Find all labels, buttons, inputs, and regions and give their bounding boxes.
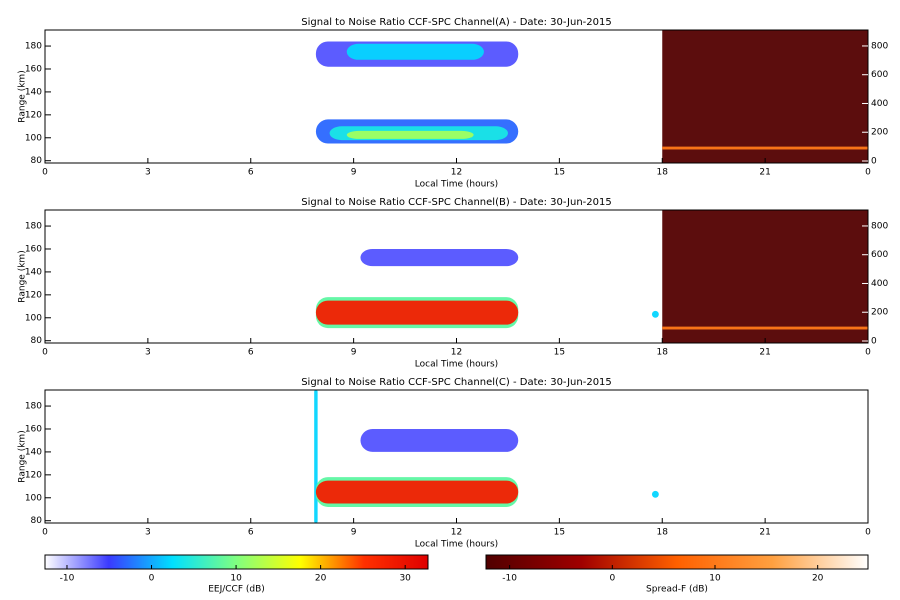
colorbar-tick-label: 20 <box>812 574 824 584</box>
y-tick-label: 120 <box>25 470 42 480</box>
colorbar-label: Spread-F (dB) <box>646 585 708 595</box>
colorbar-tick-label: 10 <box>709 574 721 584</box>
colorbar-label: EEJ/CCF (dB) <box>208 585 265 595</box>
x-tick-label: 15 <box>554 528 565 538</box>
y2-tick-label: 600 <box>871 250 888 260</box>
y-tick-label: 180 <box>25 42 42 52</box>
panel-title: Signal to Noise Ratio CCF-SPC Channel(A)… <box>301 17 611 28</box>
y-tick-label: 80 <box>31 336 43 346</box>
x-tick-label: 18 <box>657 168 669 178</box>
plot-area <box>314 390 659 523</box>
x-tick-label: 0 <box>42 348 48 358</box>
panel-title: Signal to Noise Ratio CCF-SPC Channel(B)… <box>301 197 611 208</box>
colorbar-tick-label: -10 <box>60 574 75 584</box>
y-tick-label: 100 <box>25 133 42 143</box>
y-tick-label: 160 <box>25 64 42 74</box>
x-tick-label: 15 <box>554 348 565 358</box>
y-tick-label: 140 <box>25 87 42 97</box>
x-tick-label: 21 <box>759 528 770 538</box>
heat-cell <box>360 428 519 452</box>
x-tick-label: 0 <box>865 168 871 178</box>
heat-cell <box>662 30 868 163</box>
x-tick-label: 18 <box>657 528 669 538</box>
y-tick-label: 80 <box>31 516 43 526</box>
heat-cell <box>315 300 519 325</box>
y-tick-label: 160 <box>25 424 42 434</box>
x-tick-label: 3 <box>145 528 151 538</box>
x-axis-label: Local Time (hours) <box>415 540 498 550</box>
x-tick-label: 3 <box>145 168 151 178</box>
x-axis-label: Local Time (hours) <box>415 180 498 190</box>
y-tick-label: 100 <box>25 493 42 503</box>
x-tick-label: 6 <box>248 528 254 538</box>
x-tick-label: 12 <box>451 348 462 358</box>
colorbar-tick-label: 30 <box>399 574 411 584</box>
heat-cell <box>346 130 474 139</box>
y-tick-label: 160 <box>25 244 42 254</box>
y2-tick-label: 600 <box>871 70 888 80</box>
x-tick-label: 9 <box>351 168 357 178</box>
heat-cell <box>651 490 659 498</box>
x-tick-label: 9 <box>351 348 357 358</box>
y-tick-label: 120 <box>25 290 42 300</box>
x-tick-label: 21 <box>759 168 770 178</box>
x-tick-label: 9 <box>351 528 357 538</box>
heat-cell <box>314 390 318 523</box>
colorbar-tick-label: 10 <box>230 574 242 584</box>
x-tick-label: 3 <box>145 348 151 358</box>
y2-tick-label: 200 <box>871 128 888 138</box>
heat-cell <box>662 326 868 330</box>
y2-tick-label: 0 <box>871 156 877 166</box>
heat-cell <box>360 248 519 267</box>
colorbar <box>485 554 869 570</box>
y-tick-label: 140 <box>25 267 42 277</box>
colorbar-tick-label: 0 <box>149 574 155 584</box>
x-tick-label: 18 <box>657 348 669 358</box>
y2-tick-label: 200 <box>871 308 888 318</box>
plot-area <box>315 210 868 343</box>
y-tick-label: 180 <box>25 402 42 412</box>
x-tick-label: 12 <box>451 168 462 178</box>
heat-cell <box>346 43 484 60</box>
colorbar-tick-label: -10 <box>502 574 517 584</box>
y2-tick-label: 800 <box>871 41 888 51</box>
y-tick-label: 120 <box>25 110 42 120</box>
colorbar-tick-label: 20 <box>315 574 327 584</box>
heat-cell <box>662 210 868 343</box>
x-tick-label: 0 <box>865 348 871 358</box>
colorbar-tick-label: 0 <box>609 574 615 584</box>
x-tick-label: 0 <box>42 528 48 538</box>
y-tick-label: 140 <box>25 447 42 457</box>
heat-cell <box>315 480 519 504</box>
x-tick-label: 0 <box>865 528 871 538</box>
y-tick-label: 80 <box>31 156 43 166</box>
x-tick-label: 15 <box>554 168 565 178</box>
y-tick-label: 100 <box>25 313 42 323</box>
y-tick-label: 180 <box>25 222 42 232</box>
y2-tick-label: 400 <box>871 99 888 109</box>
x-tick-label: 6 <box>248 348 254 358</box>
panel-title: Signal to Noise Ratio CCF-SPC Channel(C)… <box>301 377 612 388</box>
y-axis-label: Range (km) <box>18 70 28 122</box>
y-axis-label: Range (km) <box>18 430 28 482</box>
plot-area <box>315 30 868 163</box>
y2-tick-label: 400 <box>871 279 888 289</box>
heat-cell <box>662 146 868 150</box>
y-axis-label: Range (km) <box>18 250 28 302</box>
heat-cell <box>651 310 659 318</box>
y2-tick-label: 800 <box>871 221 888 231</box>
x-tick-label: 0 <box>42 168 48 178</box>
x-tick-label: 12 <box>451 528 462 538</box>
x-tick-label: 6 <box>248 168 254 178</box>
y2-tick-label: 0 <box>871 336 877 346</box>
x-axis-label: Local Time (hours) <box>415 360 498 370</box>
x-tick-label: 21 <box>759 348 770 358</box>
